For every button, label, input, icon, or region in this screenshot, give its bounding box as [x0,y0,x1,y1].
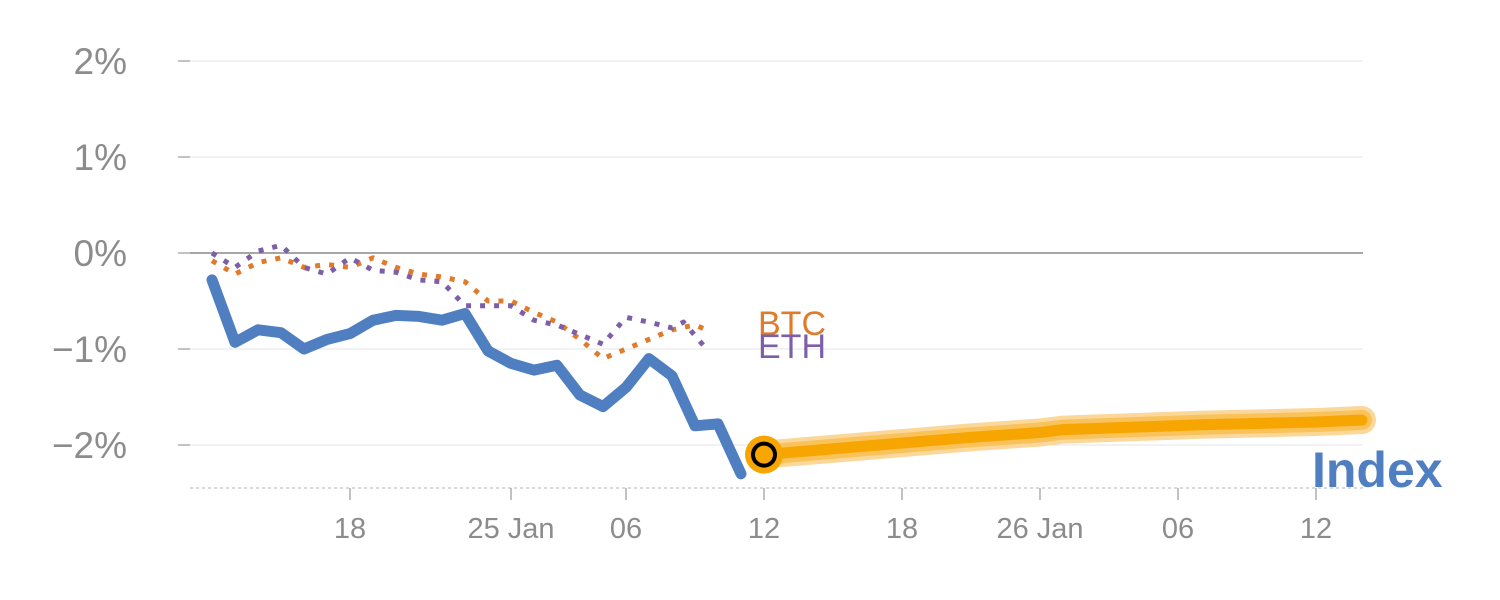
btc-line [210,255,708,362]
series-layer [206,242,1376,480]
x-tick-label: 18 [334,513,366,545]
index-series-label: Index [1312,442,1443,498]
y-tick-label: 2% [74,41,127,82]
forecast-line [758,414,1368,461]
eth-line [210,242,709,351]
x-tick-label: 06 [610,513,642,545]
label-layer: BTC ETH Index [758,305,1443,498]
y-tick-label: −1% [52,329,127,370]
x-tick-label: 06 [1162,513,1194,545]
x-tick-label: 25 Jan [467,513,554,545]
x-tick-label: 12 [748,513,780,545]
axis-layer: 2% 1% 0% −1% −2% 18 25 Jan 06 12 18 26 Jan 06 12 [52,41,1332,545]
index-line [206,274,747,480]
x-tick-label: 26 Jan [996,513,1083,545]
eth-series-label: ETH [758,328,826,366]
x-tick-label: 18 [886,513,918,545]
y-tick-label: 0% [74,233,127,274]
y-tick-label: 1% [74,137,127,178]
btc-series-label: BTC [758,305,826,343]
x-tick-label: 12 [1300,513,1332,545]
y-tick-label: −2% [52,425,127,466]
marker-dot [751,441,777,468]
